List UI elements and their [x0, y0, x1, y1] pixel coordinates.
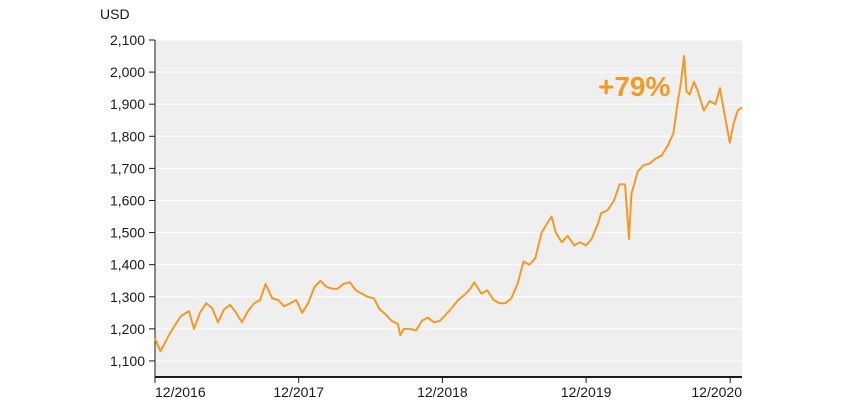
axes [154, 40, 742, 383]
y-tick-label: 1,200 [110, 321, 145, 337]
y-tick-label: 1,900 [110, 96, 145, 112]
price-line [154, 55, 743, 353]
series-group [154, 55, 743, 353]
x-tick-label: 12/2018 [417, 384, 468, 400]
y-tick-label: 1,800 [110, 128, 145, 144]
y-tick-label: 2,000 [110, 64, 145, 80]
y-tick-label: 1,700 [110, 160, 145, 176]
plot-area [155, 40, 742, 377]
y-tick-label: 1,400 [110, 257, 145, 273]
x-tick-label: 12/2016 [155, 384, 206, 400]
y-axis-tick-labels: 2,100 2,000 1,900 1,800 1,700 1,600 1,500 1,400… [110, 32, 145, 369]
x-tick-label: 12/2019 [561, 384, 612, 400]
x-tick-label: 12/2017 [273, 384, 324, 400]
x-axis-tick-labels: 12/2016 12/2017 12/2018 12/2019 12/2020 [155, 384, 742, 400]
y-tick-label: 1,100 [110, 353, 145, 369]
gridlines [149, 39, 742, 362]
percent-change-annotation: +79% [598, 71, 670, 102]
y-tick-label: 1,500 [110, 225, 145, 241]
y-tick-label: 1,300 [110, 289, 145, 305]
x-tick-label: 12/2020 [691, 384, 742, 400]
y-tick-label: 2,100 [110, 32, 145, 48]
y-axis-unit-label: USD [100, 6, 130, 22]
y-tick-label: 1,600 [110, 192, 145, 208]
